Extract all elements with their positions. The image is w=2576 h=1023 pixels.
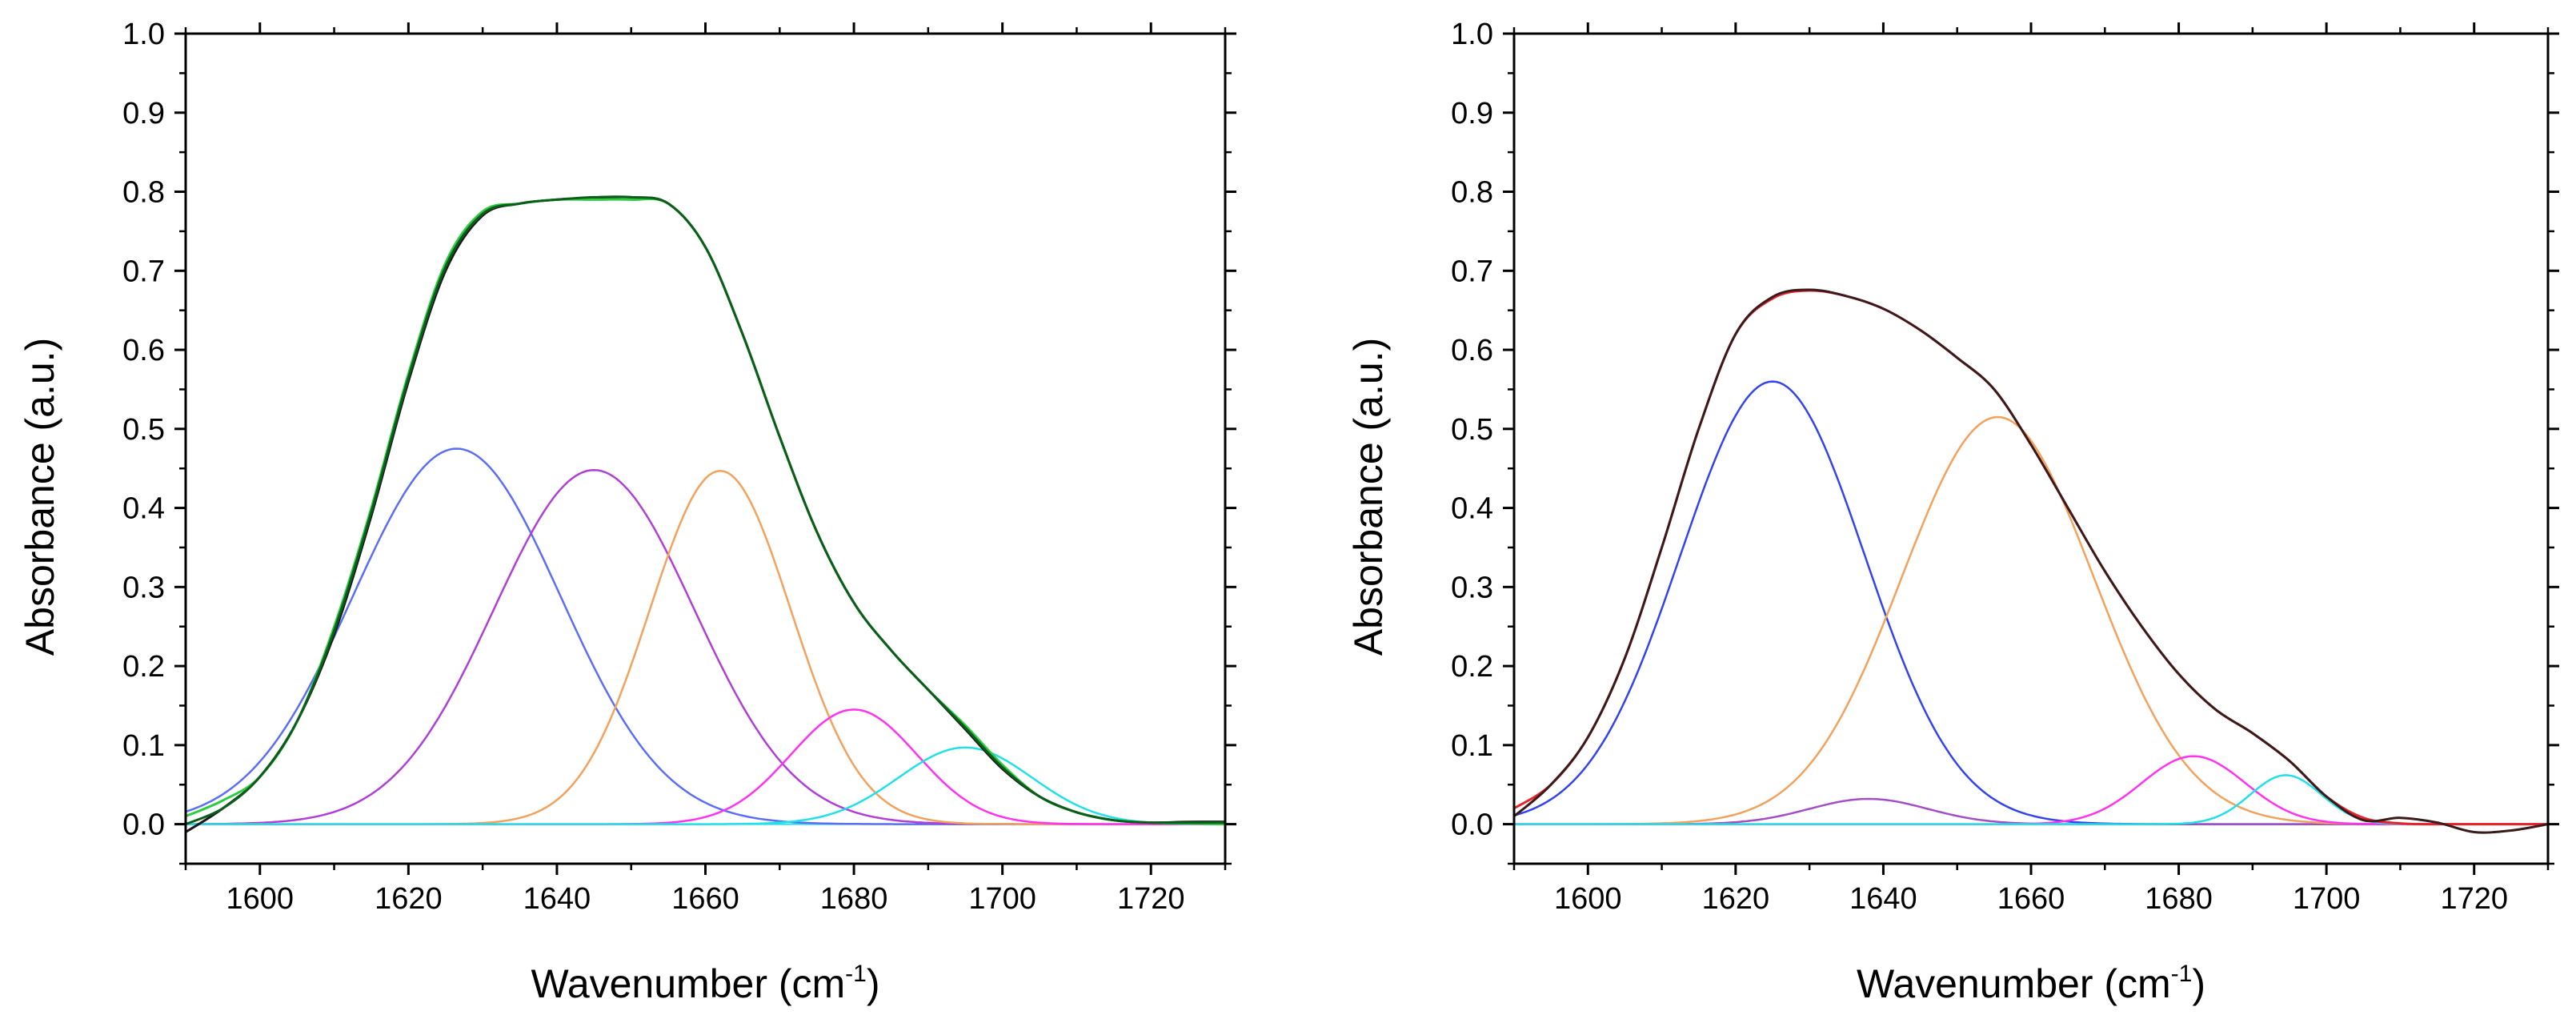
right-xtick-label: 1620 bbox=[1702, 882, 1770, 916]
right-ytick-label: 0.5 bbox=[1451, 413, 1493, 447]
left-ytick-label: 0.0 bbox=[122, 808, 165, 842]
left-peak-component-4 bbox=[186, 708, 1225, 825]
right-ytick-label: 0.0 bbox=[1451, 808, 1493, 842]
right-series-measured-spectrum bbox=[1514, 288, 2548, 834]
left-curves bbox=[186, 195, 1225, 833]
right-plot-frame bbox=[1512, 32, 2550, 865]
right-ytick-label: 0.4 bbox=[1451, 492, 1493, 526]
right-ytick-label: 0.6 bbox=[1451, 334, 1493, 367]
right-y-axis-title: Absorbance (a.u.) bbox=[1346, 338, 1391, 656]
right-ytick-label: 0.9 bbox=[1451, 97, 1493, 130]
right-ytick-label: 0.2 bbox=[1451, 650, 1493, 684]
right-xtick-label: 1680 bbox=[2145, 882, 2213, 916]
left-ytick-label: 0.3 bbox=[122, 571, 165, 604]
left-xtick-label: 1600 bbox=[226, 882, 294, 916]
right-peak-component-2 bbox=[1514, 797, 2548, 825]
left-peak-component-1 bbox=[186, 447, 1225, 825]
left-xtick-label: 1640 bbox=[523, 882, 591, 916]
left-xtick-label: 1700 bbox=[968, 882, 1036, 916]
left-xtick-label: 1620 bbox=[375, 882, 443, 916]
left-peak-component-3 bbox=[186, 469, 1225, 825]
right-series-cumulative-fit bbox=[1514, 289, 2548, 826]
left-ytick-label: 0.9 bbox=[122, 97, 165, 130]
right-xtick-label: 1660 bbox=[1997, 882, 2065, 916]
left-ytick-label: 0.8 bbox=[122, 176, 165, 210]
left-x-axis-title: Wavenumber (cm-1) bbox=[531, 961, 879, 1006]
right-xtick-label: 1600 bbox=[1554, 882, 1622, 916]
left-series-dark-fit-line bbox=[186, 195, 1225, 825]
left-ytick-label: 0.7 bbox=[122, 255, 165, 288]
left-xtick-label: 1660 bbox=[671, 882, 739, 916]
left-series-measured-spectrum bbox=[186, 195, 1225, 833]
right-curves bbox=[1514, 288, 2548, 834]
right-xtick-label: 1700 bbox=[2293, 882, 2361, 916]
right-xtick-label: 1640 bbox=[1849, 882, 1917, 916]
left-peak-component-5 bbox=[186, 746, 1225, 825]
left-y-axis-title: Absorbance (a.u.) bbox=[18, 338, 62, 656]
left-ytick-label: 1.0 bbox=[122, 18, 165, 51]
right-peak-component-3 bbox=[1514, 415, 2548, 825]
left-ytick-label: 0.4 bbox=[122, 492, 165, 526]
left-xtick-label: 1720 bbox=[1117, 882, 1185, 916]
right-xtick-label: 1720 bbox=[2440, 882, 2508, 916]
left-xtick-label: 1680 bbox=[820, 882, 888, 916]
left-ytick-label: 0.6 bbox=[122, 334, 165, 367]
right-ytick-label: 0.1 bbox=[1451, 729, 1493, 763]
left-plot-frame bbox=[184, 32, 1227, 865]
left-series-cumulative-fit bbox=[186, 197, 1225, 826]
right-ytick-label: 0.7 bbox=[1451, 255, 1493, 288]
right-peak-component-4 bbox=[1514, 755, 2548, 825]
left-ytick-label: 0.2 bbox=[122, 650, 165, 684]
right-peak-component-5 bbox=[1514, 774, 2548, 825]
left-ytick-label: 0.1 bbox=[122, 729, 165, 763]
right-chart-panel: 0.0 0.1 0.2 0.3 0.4 0.5 0.6 0.7 0.8 0.9 1.0 1600 162… bbox=[1346, 18, 2559, 1006]
right-ytick-label: 0.8 bbox=[1451, 176, 1493, 210]
right-ytick-label: 0.3 bbox=[1451, 571, 1493, 604]
right-peak-component-1 bbox=[1514, 380, 2548, 825]
left-ytick-label: 0.5 bbox=[122, 413, 165, 447]
right-x-axis-title: Wavenumber (cm-1) bbox=[1857, 961, 2205, 1006]
left-peak-component-2 bbox=[186, 468, 1225, 825]
left-chart-panel: 0.0 0.1 0.2 0.3 0.4 0.5 0.6 0.7 0.8 0.9 1.0 1600 162… bbox=[18, 18, 1236, 1006]
right-ytick-label: 1.0 bbox=[1451, 18, 1493, 51]
